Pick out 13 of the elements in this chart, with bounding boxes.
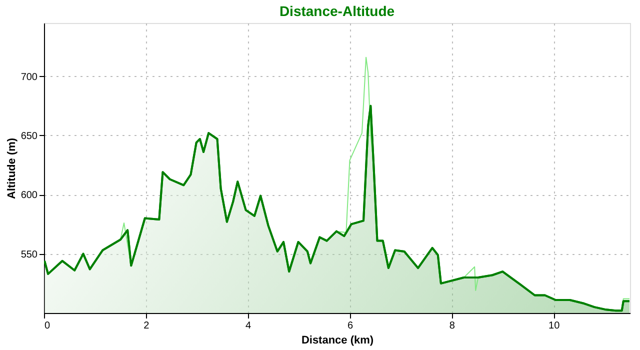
y-tick-label: 650 — [20, 130, 38, 142]
x-axis-title: Distance (km) — [301, 334, 374, 346]
chart-title: Distance-Altitude — [279, 3, 395, 19]
y-tick-label: 700 — [20, 72, 38, 83]
x-tick-label: 4 — [246, 320, 252, 332]
y-tick-label: 600 — [20, 190, 38, 202]
y-axis-title: Altitude (m) — [6, 138, 18, 200]
y-tick-label: 550 — [20, 249, 38, 260]
x-tick-label: 8 — [449, 320, 456, 332]
x-tick-label: 0 — [44, 320, 50, 332]
x-tick-label: 6 — [347, 320, 354, 332]
x-tick-label: 10 — [548, 320, 560, 332]
x-tick-label: 2 — [144, 320, 150, 332]
